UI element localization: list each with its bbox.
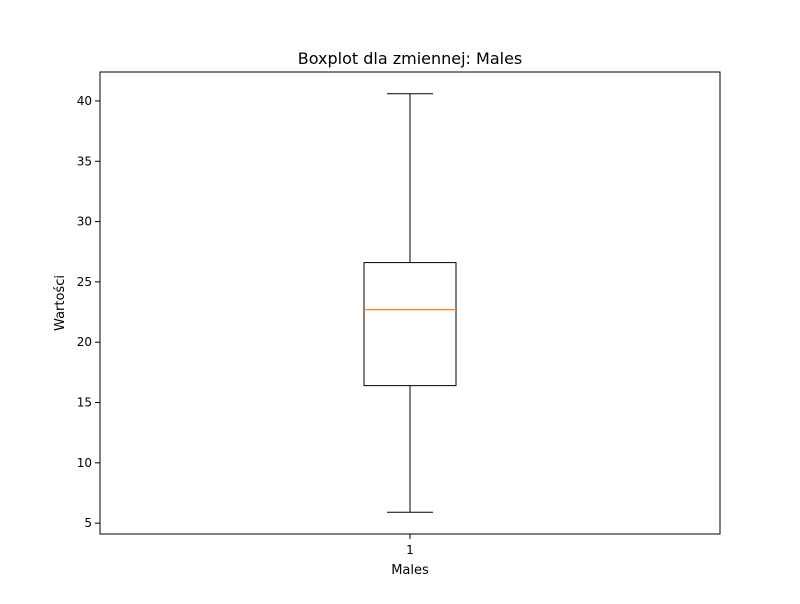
x-axis-label: Males [391,563,429,578]
y-axis-label: Wartości [53,275,68,331]
y-tick-label: 15 [77,396,92,410]
chart-title: Boxplot dla zmiennej: Males [298,49,523,68]
y-tick-label: 5 [84,516,92,530]
y-tick-label: 10 [77,456,92,470]
boxes-group [363,93,457,513]
iqr-box [363,262,457,387]
x-axis-ticks: 1 [406,534,414,557]
x-tick-label: 1 [406,543,414,557]
y-tick-label: 25 [77,275,92,289]
y-tick-label: 20 [77,335,92,349]
y-tick-label: 30 [77,215,92,229]
y-tick-label: 35 [77,154,92,168]
y-axis-ticks: 5 10 15 20 25 30 35 40 [77,94,100,530]
plot-frame [99,71,721,535]
y-tick-label: 40 [77,94,92,108]
